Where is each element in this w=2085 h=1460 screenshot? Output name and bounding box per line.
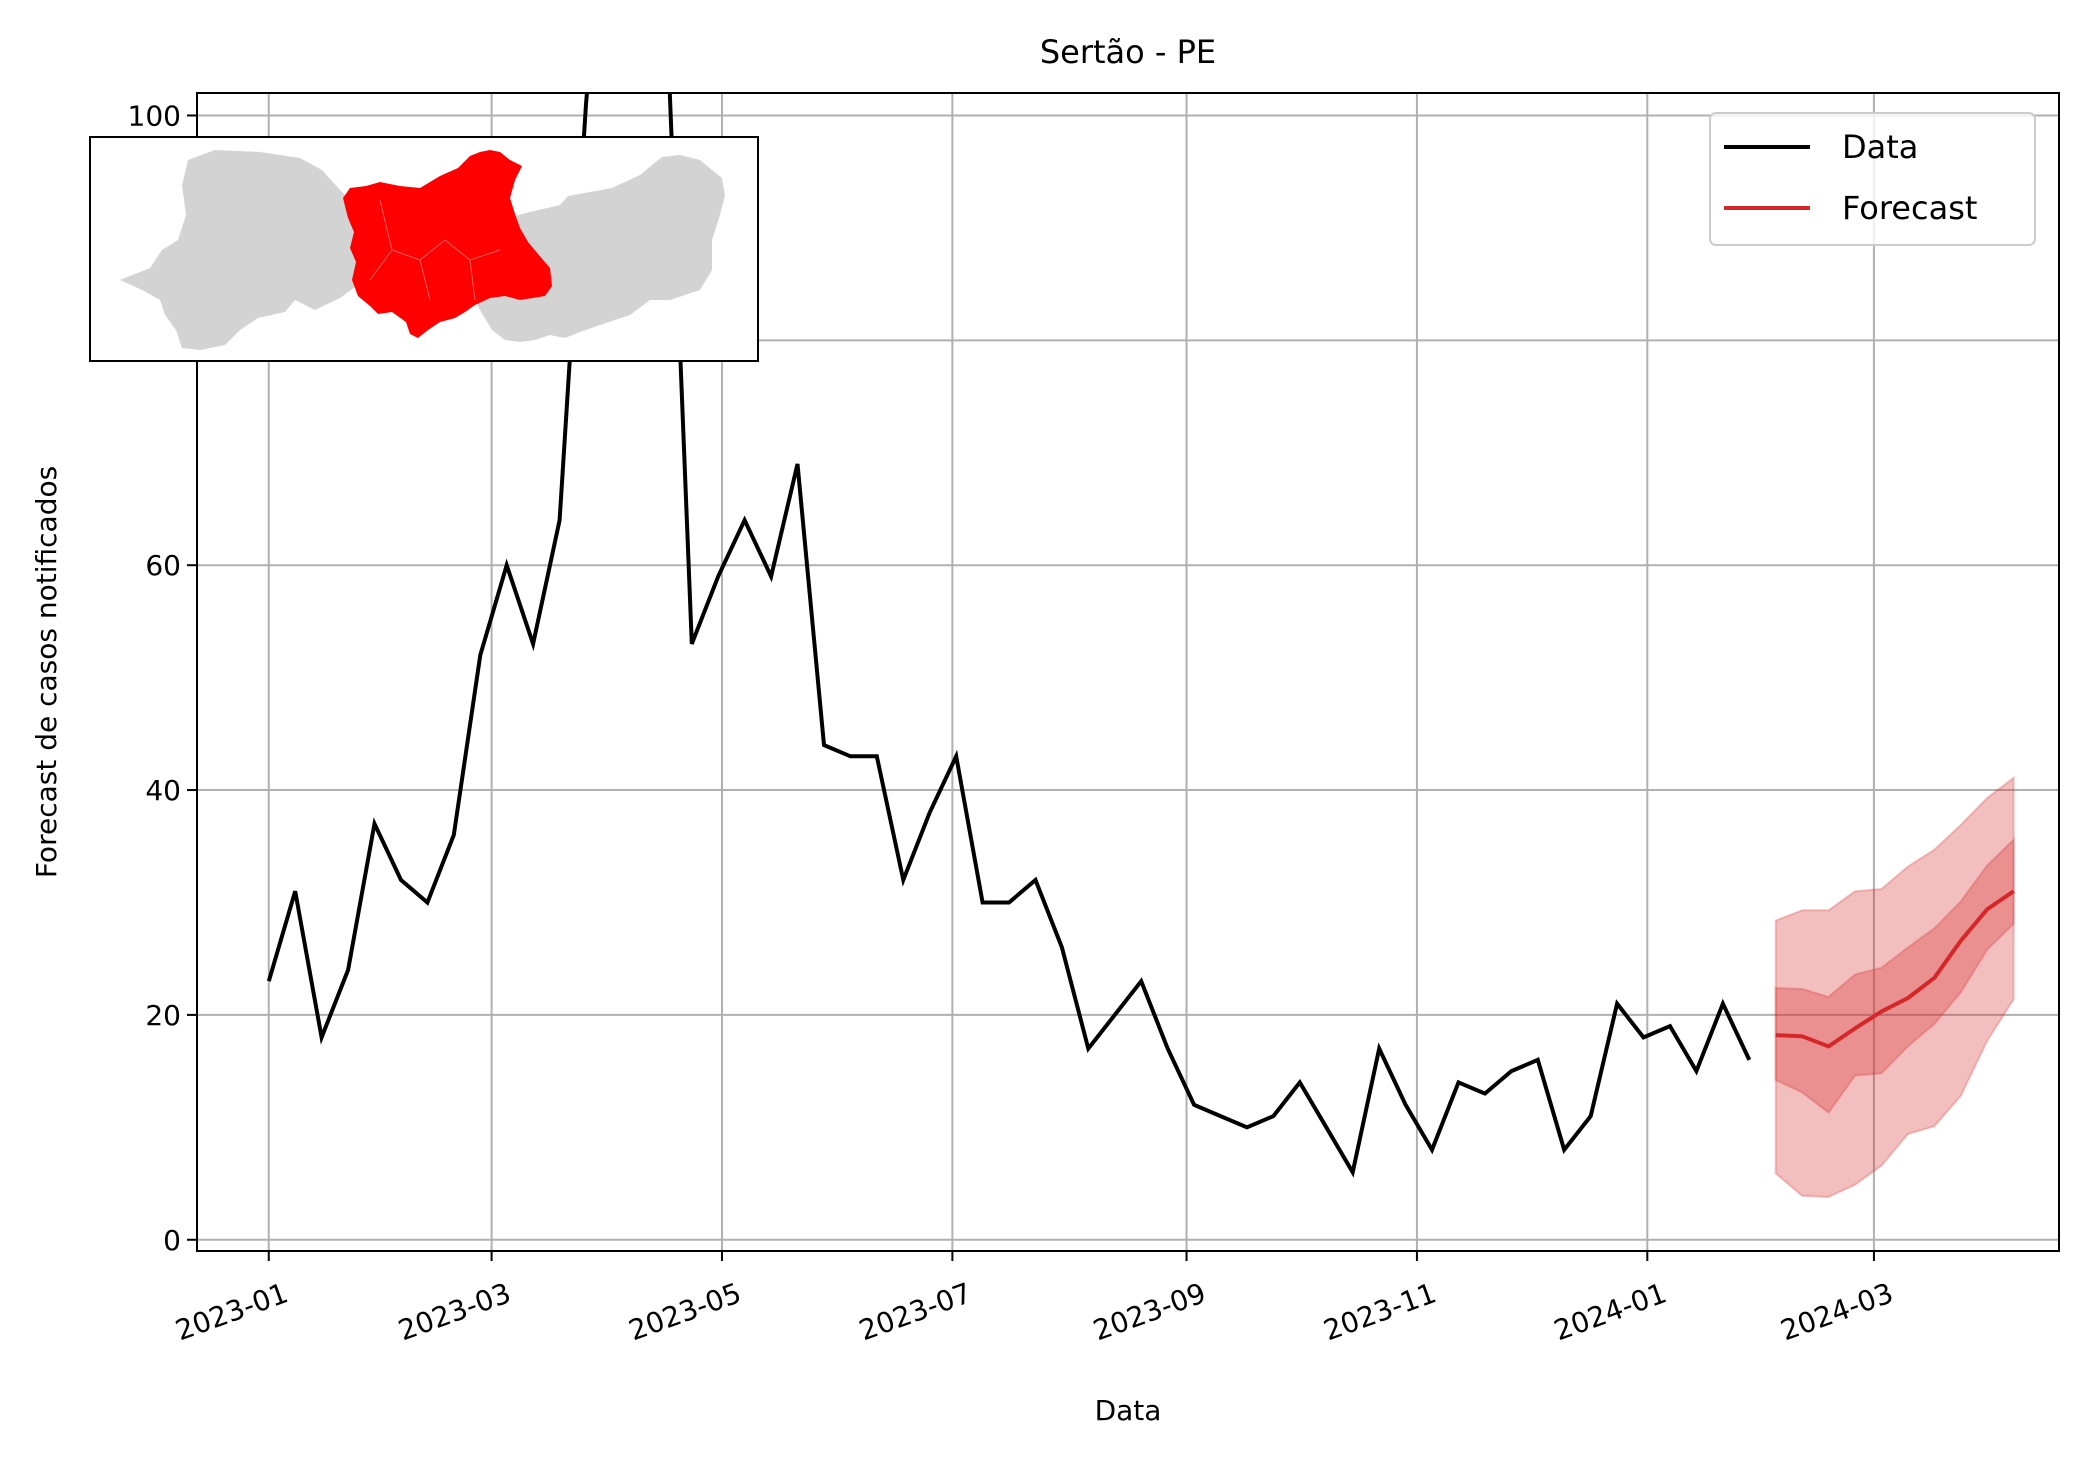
legend-label-forecast: Forecast xyxy=(1842,189,1977,227)
series-line-data xyxy=(266,93,1752,1178)
map-highlight-region xyxy=(343,150,552,338)
plot-frame xyxy=(196,92,2060,1252)
forecast-interval-inner xyxy=(1774,837,2015,1115)
x-axis: 2023-01 2023-03 2023-05 2023-07 2023-09 2023-… xyxy=(171,1251,1898,1347)
y-tick-label: 100 xyxy=(128,99,181,132)
inset-map xyxy=(89,136,759,362)
x-tick-label: 2023-07 xyxy=(855,1276,976,1347)
y-tick-label: 40 xyxy=(145,774,181,807)
x-tick-label: 2023-11 xyxy=(1319,1276,1440,1347)
x-tick-label: 2024-03 xyxy=(1776,1276,1897,1347)
y-axis-label: Forecast de casos notificados xyxy=(30,466,63,878)
series-line-forecast xyxy=(1775,889,2015,1049)
forecast-interval-outer xyxy=(1774,775,2015,1199)
x-tick-label: 2023-05 xyxy=(624,1276,745,1347)
y-tick-label: 0 xyxy=(163,1224,181,1257)
y-tick-label: 20 xyxy=(145,999,181,1032)
forecast-bands xyxy=(1774,775,2015,1199)
map-region-borders xyxy=(369,199,501,301)
x-axis-label: Data xyxy=(1095,1394,1162,1427)
legend: Data Forecast xyxy=(1709,112,2036,246)
series-lines xyxy=(266,93,2015,1178)
legend-label-data: Data xyxy=(1842,128,1918,166)
x-tick-label: 2024-01 xyxy=(1550,1276,1671,1347)
x-tick-label: 2023-01 xyxy=(171,1276,292,1347)
x-tick-label: 2023-09 xyxy=(1089,1276,1210,1347)
x-tick-label: 2023-03 xyxy=(394,1276,515,1347)
chart-title: Sertão - PE xyxy=(1040,33,1216,71)
y-tick-label: 60 xyxy=(145,549,181,582)
map-base-region xyxy=(120,150,725,350)
